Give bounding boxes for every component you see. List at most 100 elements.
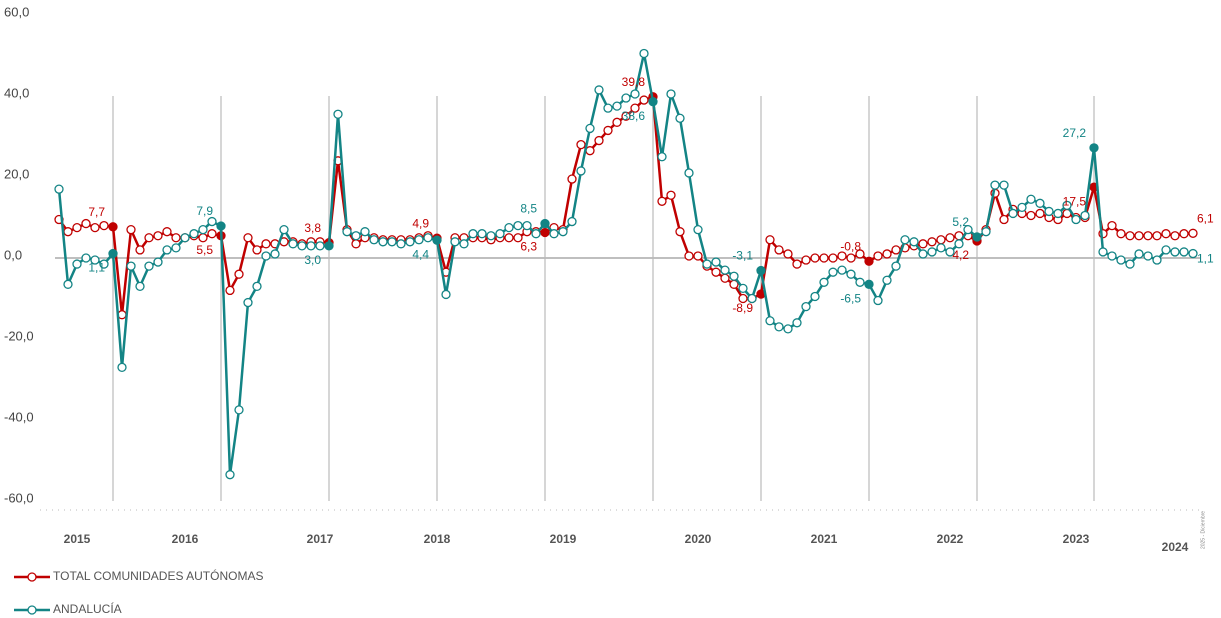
data-point bbox=[1188, 248, 1198, 259]
data-label: 38,6 bbox=[622, 109, 646, 123]
data-point bbox=[1053, 208, 1063, 219]
series bbox=[54, 48, 1198, 480]
data-point bbox=[720, 265, 730, 275]
data-point bbox=[468, 229, 478, 239]
data-point bbox=[495, 229, 505, 239]
data-point bbox=[837, 265, 847, 275]
data-point bbox=[207, 216, 217, 227]
data-point bbox=[711, 257, 721, 267]
data-point bbox=[936, 243, 946, 253]
data-point bbox=[387, 237, 397, 247]
data-point bbox=[108, 222, 118, 232]
y-tick-label: -60,0 bbox=[4, 490, 34, 505]
data-point bbox=[711, 267, 721, 277]
data-point bbox=[1125, 259, 1135, 269]
data-point bbox=[846, 253, 856, 263]
data-point bbox=[459, 239, 469, 249]
data-label: 3,8 bbox=[304, 221, 321, 235]
data-point bbox=[1116, 229, 1126, 239]
data-point bbox=[999, 180, 1009, 190]
data-point bbox=[405, 237, 415, 247]
data-point bbox=[963, 224, 973, 235]
data-point bbox=[1107, 220, 1117, 231]
data-point bbox=[891, 245, 901, 255]
data-point bbox=[621, 111, 631, 121]
data-point bbox=[648, 97, 658, 107]
data-point bbox=[1044, 206, 1054, 217]
data-point bbox=[1134, 231, 1144, 241]
data-label: 4,9 bbox=[412, 216, 429, 230]
data-label: 6,1 bbox=[1197, 211, 1214, 225]
data-point bbox=[612, 101, 622, 111]
data-point bbox=[675, 227, 685, 237]
y-tick-label: 0,0 bbox=[4, 247, 22, 262]
data-label: 4,2 bbox=[952, 248, 969, 262]
data-point bbox=[864, 256, 874, 266]
data-label: 6,3 bbox=[520, 240, 537, 254]
data-point bbox=[486, 231, 496, 241]
x-tick-label: 2016 bbox=[172, 532, 199, 546]
data-label: 39,8 bbox=[622, 75, 646, 89]
data-point bbox=[135, 245, 145, 255]
data-point bbox=[450, 237, 460, 247]
data-point bbox=[126, 261, 136, 271]
data-point bbox=[81, 253, 91, 263]
data-point bbox=[666, 190, 676, 200]
data-point bbox=[162, 227, 172, 237]
data-point bbox=[801, 301, 811, 312]
data-point bbox=[801, 255, 811, 265]
x-tick-label: 2023 bbox=[1063, 532, 1090, 546]
data-point bbox=[828, 253, 838, 263]
data-point bbox=[1026, 194, 1036, 204]
data-point bbox=[630, 89, 640, 99]
data-label: 7,9 bbox=[196, 204, 213, 218]
data-point bbox=[540, 218, 550, 229]
data-point bbox=[729, 271, 739, 281]
note: 2025 - Diciembre bbox=[1200, 511, 1206, 549]
data-point bbox=[171, 243, 181, 253]
data-point bbox=[144, 261, 154, 271]
data-point bbox=[1098, 247, 1108, 257]
data-point bbox=[792, 259, 802, 269]
data-point bbox=[819, 277, 829, 287]
data-point bbox=[261, 239, 271, 249]
data-point bbox=[873, 251, 883, 261]
data-point bbox=[108, 248, 118, 259]
legend-marker bbox=[27, 572, 37, 582]
data-point bbox=[1170, 247, 1180, 257]
data-label: 3,0 bbox=[304, 253, 321, 267]
data-point bbox=[234, 269, 244, 279]
data-label: 27,2 bbox=[1063, 126, 1087, 140]
x-tick-label: 2019 bbox=[550, 532, 577, 546]
data-point bbox=[783, 249, 793, 259]
data-point bbox=[1125, 231, 1135, 241]
data-point bbox=[414, 235, 424, 245]
x-tick-label: 2018 bbox=[424, 532, 451, 546]
data-point bbox=[972, 232, 982, 242]
data-point bbox=[585, 123, 595, 134]
data-label: 4,4 bbox=[412, 247, 429, 261]
data-label: -6,5 bbox=[840, 291, 861, 305]
data-point bbox=[1017, 202, 1027, 213]
data-point bbox=[216, 221, 226, 231]
data-point bbox=[927, 237, 937, 247]
data-point bbox=[1080, 210, 1090, 221]
data-point bbox=[918, 239, 928, 249]
data-point bbox=[99, 220, 109, 231]
data-point bbox=[153, 257, 163, 267]
data-point bbox=[252, 245, 262, 255]
data-point bbox=[1161, 245, 1171, 255]
data-point bbox=[63, 227, 73, 237]
legend-label: TOTAL COMUNIDADES AUTÓNOMAS bbox=[53, 568, 263, 583]
data-point bbox=[270, 249, 280, 259]
data-point bbox=[63, 279, 73, 289]
data-point bbox=[279, 224, 289, 235]
data-point bbox=[1179, 247, 1189, 257]
data-point bbox=[981, 227, 991, 237]
legend-label: ANDALUCÍA bbox=[53, 601, 122, 616]
legend-marker bbox=[27, 605, 37, 615]
data-point bbox=[774, 245, 784, 255]
data-point bbox=[288, 239, 298, 249]
data-point bbox=[171, 233, 181, 243]
